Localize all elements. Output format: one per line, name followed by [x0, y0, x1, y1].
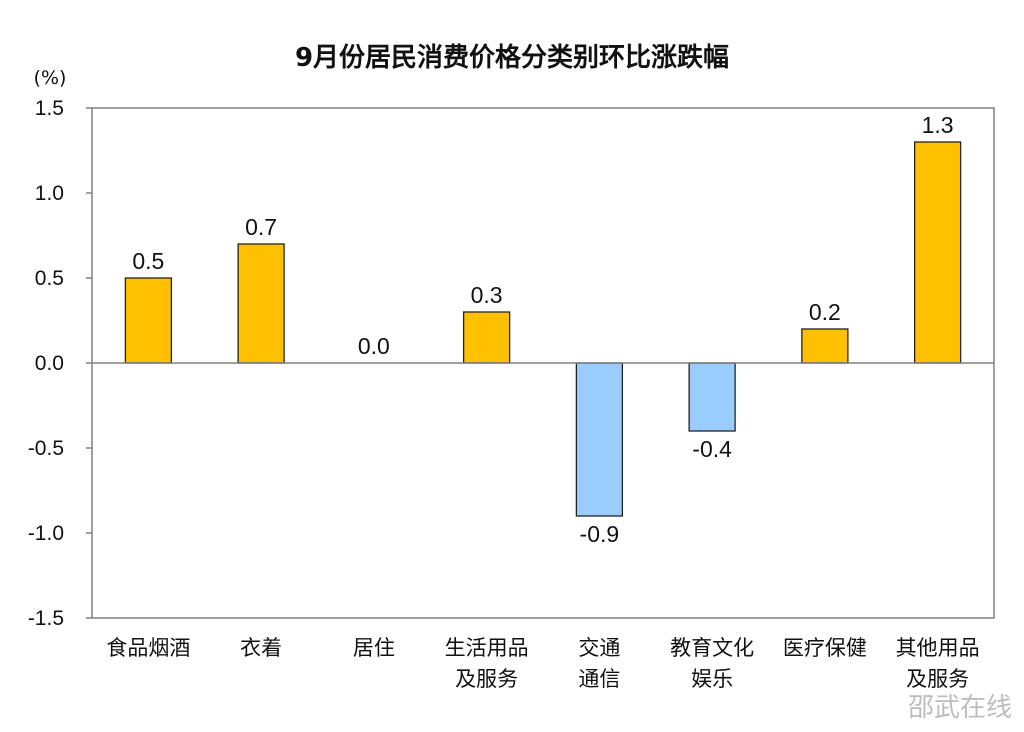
y-tick-label: -1.0 — [28, 522, 64, 545]
unit-label: (%) — [34, 67, 67, 89]
data-label: -0.4 — [692, 436, 732, 462]
x-tick-label: 衣着 — [240, 636, 282, 660]
y-tick-label: 1.5 — [35, 97, 64, 120]
bar — [462, 311, 511, 364]
y-tick-label: 0.5 — [35, 267, 64, 290]
x-tick-label: 食品烟酒 — [106, 636, 190, 660]
bar — [237, 243, 285, 364]
bar — [688, 362, 736, 432]
y-tick-label: 0.0 — [35, 352, 64, 375]
bar — [801, 328, 849, 364]
data-label: 0.5 — [132, 248, 164, 274]
bar — [124, 277, 173, 364]
chart-title: 9月份居民消费价格分类别环比涨跌幅 — [295, 42, 729, 73]
x-tick-label: 居住 — [353, 636, 395, 660]
bar — [575, 362, 624, 517]
data-label: 0.7 — [245, 214, 277, 240]
x-tick-label: 其他用品及服务 — [896, 636, 980, 691]
data-labels: 0.5 0.7 0.0 0.3 -0.9 -0.4 0.2 1.3 — [132, 112, 953, 547]
y-tick-label: -0.5 — [28, 437, 64, 460]
y-axis: 1.5 1.0 0.5 0.0 -0.5 -1.0 -1.5 — [28, 97, 92, 630]
data-label: 0.2 — [809, 299, 841, 325]
x-tick-label: 生活用品及服务 — [445, 636, 529, 691]
y-tick-label: 1.0 — [35, 182, 64, 205]
data-label: 0.0 — [358, 333, 390, 359]
bar — [913, 141, 962, 364]
x-tick-label: 医疗保健 — [783, 636, 867, 660]
x-tick-label: 交通通信 — [578, 636, 620, 691]
data-label: -0.9 — [580, 521, 620, 547]
x-tick-label: 教育文化娱乐 — [670, 636, 754, 691]
data-label: 0.3 — [471, 282, 503, 308]
x-axis: 食品烟酒 衣着 居住 生活用品及服务 交通通信 教育文化娱乐 医疗保健 其他用品及服务 — [106, 636, 979, 691]
watermark: 邵武在线 — [908, 693, 1012, 723]
y-tick-label: -1.5 — [28, 607, 64, 630]
data-label: 1.3 — [922, 112, 954, 138]
bars — [124, 141, 962, 517]
